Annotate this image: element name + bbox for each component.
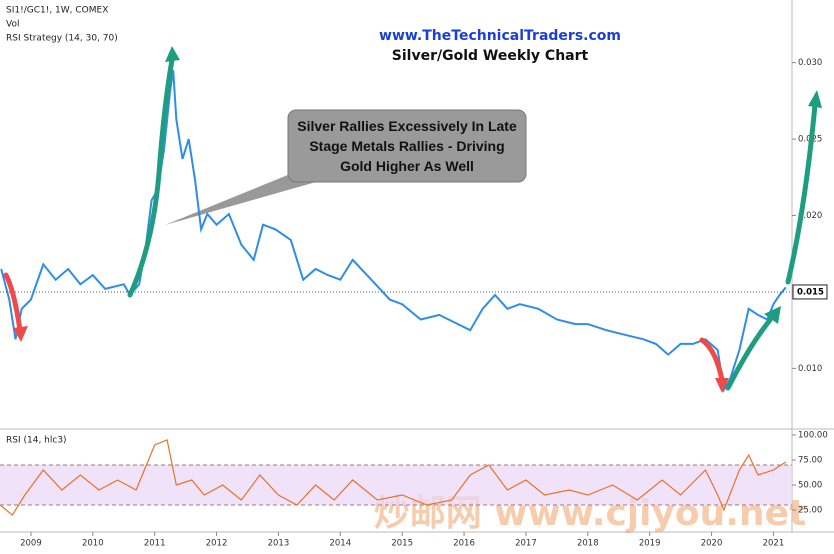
y-tick-label: 0.020: [798, 211, 822, 221]
series-line: [0, 439, 787, 516]
x-tick-label: 2019: [639, 539, 661, 549]
green-arrowhead: [764, 306, 781, 324]
y-tick-label: 100.00: [798, 431, 828, 441]
x-tick-label: 2021: [763, 539, 785, 549]
y-tick-label: 0.010: [798, 364, 822, 374]
arrows: [3, 46, 822, 393]
callout-text-box: Silver Rallies Excessively In Late Stage…: [297, 118, 517, 174]
series-line: [0, 70, 787, 393]
callout-box: [287, 109, 527, 183]
x-tick-label: 2017: [515, 539, 537, 549]
y-tick-label: 0.030: [798, 58, 822, 68]
x-tick-label: 2020: [701, 539, 723, 549]
red-arrow: [3, 272, 23, 333]
x-tick-label: 2014: [329, 539, 351, 549]
x-tick-label: 2012: [206, 539, 228, 549]
callout-text: Silver Rallies Excessively In Late Stage…: [297, 118, 517, 174]
y-tick-label: 25.00: [798, 506, 822, 516]
rsi-title: RSI (14, hlc3): [6, 436, 67, 446]
red-arrow: [699, 337, 725, 383]
green-arrow: [127, 57, 175, 298]
callout-pointer: [165, 170, 330, 225]
x-tick-label: 2016: [453, 539, 475, 549]
green-arrowhead: [165, 46, 180, 62]
green-arrow: [725, 317, 773, 391]
y-tick-label: 50.00: [798, 481, 822, 491]
x-tick-label: 2018: [577, 539, 599, 549]
green-arrow: [785, 102, 818, 285]
red-arrowhead: [13, 326, 28, 342]
last-value-box: [792, 284, 828, 300]
red-arrowhead: [715, 378, 729, 393]
symbol: SI1!/GC1!, 1W, COMEX: [6, 6, 108, 16]
x-tick-label: 2013: [268, 539, 290, 549]
chart-title: Silver/Gold Weekly Chart: [392, 48, 589, 64]
strategy-label: RSI Strategy (14, 30, 70): [6, 34, 118, 44]
rsi-band-fill: [0, 465, 792, 505]
x-tick-label: 2010: [82, 539, 104, 549]
volume-label: Vol: [6, 20, 19, 30]
site-name: www.TheTechnicalTraders.com: [379, 28, 621, 44]
x-tick-label: 2015: [391, 539, 413, 549]
green-arrowhead: [808, 90, 822, 108]
last-value-label: 0.015: [797, 287, 824, 297]
x-tick-label: 2011: [144, 539, 166, 549]
x-tick-label: 2009: [20, 539, 42, 549]
y-tick-label: 75.00: [798, 456, 822, 466]
callout: Silver Rallies Excessively In Late Stage…: [165, 109, 527, 225]
